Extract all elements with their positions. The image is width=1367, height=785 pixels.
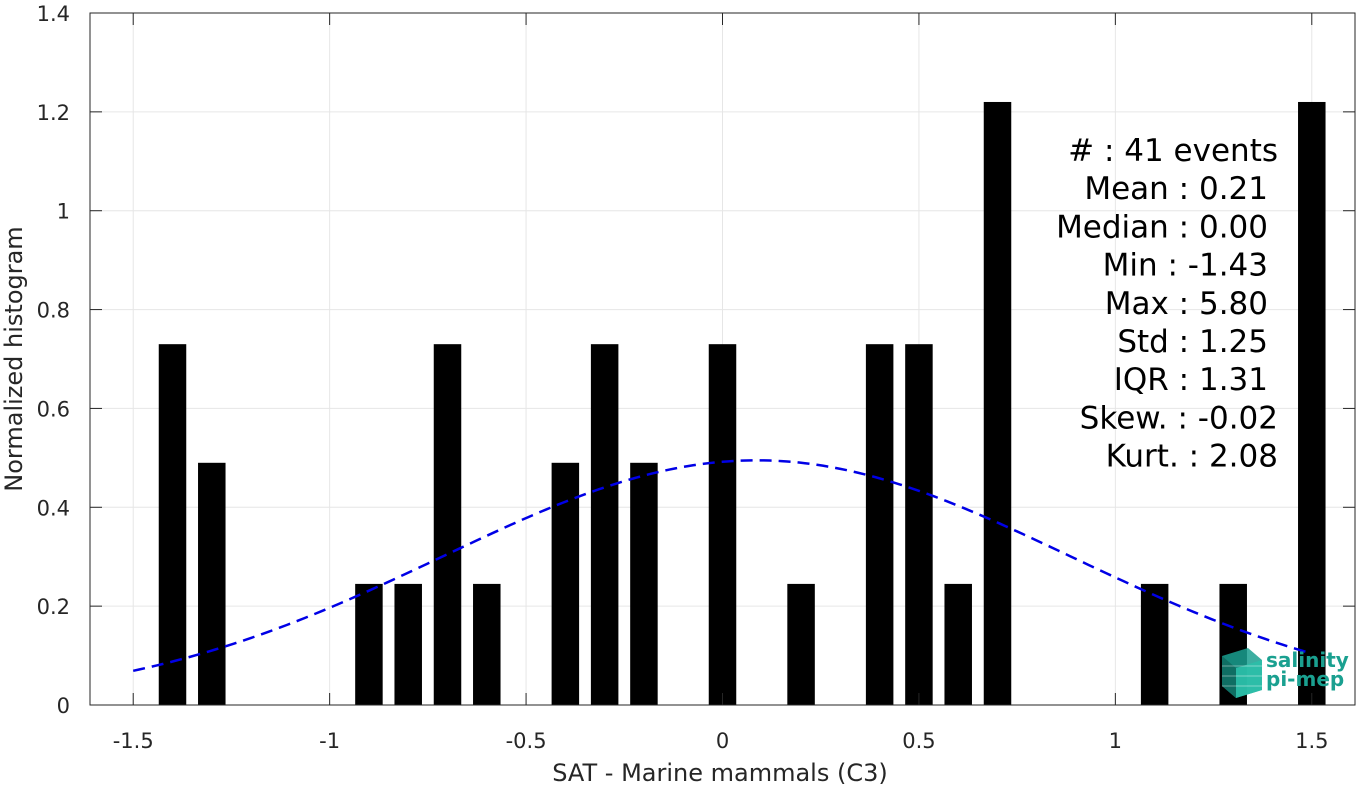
y-tick-label: 0.6 (37, 397, 70, 421)
histogram-bar (551, 462, 580, 705)
histogram-bar (433, 344, 462, 705)
histogram-bar (590, 344, 619, 705)
x-tick-label: 0.5 (902, 729, 935, 753)
axis-ticks (90, 12, 1355, 706)
y-tick-label: 0.8 (37, 299, 70, 323)
histogram-bar (1298, 101, 1326, 705)
y-tick-labels: 0 0.2 0.4 0.6 0.8 1 1.2 1.4 (37, 2, 70, 718)
histogram-bar (944, 583, 972, 705)
histogram-bar (630, 462, 658, 705)
y-tick-label: 0.4 (37, 496, 70, 520)
stats-line: Min : -1.43 (1103, 248, 1268, 284)
histogram-bar (158, 344, 187, 705)
logo-text-line2: pi-mep (1266, 667, 1344, 691)
x-tick-label: 1.5 (1295, 729, 1328, 753)
x-tick-label: -0.5 (506, 729, 547, 753)
stats-line: Mean : 0.21 (1084, 171, 1268, 207)
logo-text-line1: salinity (1266, 648, 1349, 672)
stats-line: Median : 0.00 (1056, 209, 1268, 245)
normal-fit-curve (132, 459, 1313, 673)
stats-line: Max : 5.80 (1105, 286, 1268, 322)
histogram-bar (394, 583, 422, 705)
y-tick-label: 1.4 (37, 2, 70, 26)
histogram-bar (905, 344, 933, 705)
stats-line: IQR : 1.31 (1114, 362, 1268, 398)
y-tick-label: 0 (57, 694, 70, 718)
x-tick-labels: -1.5 -1 -0.5 0 0.5 1 1.5 (113, 729, 1329, 753)
histogram-bar (1140, 583, 1169, 705)
stats-line: Skew. : -0.02 (1080, 400, 1278, 436)
histogram-bar (865, 344, 894, 705)
x-tick-label: 1 (1109, 729, 1122, 753)
y-tick-label: 1.2 (37, 101, 70, 125)
x-tick-label: 0 (716, 729, 729, 753)
x-axis-label: SAT - Marine mammals (C3) (552, 759, 887, 785)
logo-cube-icon (1222, 648, 1262, 698)
x-tick-label: -1.5 (113, 729, 154, 753)
stats-line: Std : 1.25 (1117, 324, 1268, 360)
y-axis-label: Normalized histogram (0, 226, 28, 491)
histogram-bars (158, 101, 1326, 705)
y-tick-label: 1 (57, 200, 70, 224)
histogram-bar (708, 344, 737, 705)
histogram-bar (198, 462, 226, 705)
grid-lines (90, 12, 1355, 706)
stats-line: Kurt. : 2.08 (1106, 439, 1278, 475)
salinity-pi-mep-logo: salinity pi-mep (1222, 648, 1349, 698)
histogram-bar (473, 583, 501, 705)
stats-line: # : 41 events (1068, 133, 1278, 169)
y-tick-label: 0.2 (37, 595, 70, 619)
histogram-bar (355, 583, 383, 705)
histogram-bar (787, 583, 815, 705)
x-tick-label: -1 (319, 729, 340, 753)
histogram-bar (983, 101, 1012, 705)
